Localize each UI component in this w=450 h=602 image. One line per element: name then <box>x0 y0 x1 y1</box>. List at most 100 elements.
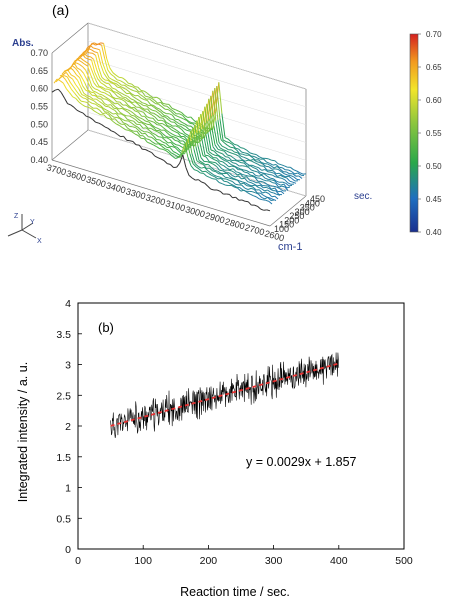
z-grid-line <box>87 40 307 108</box>
spectrum-segment <box>234 143 238 146</box>
spectrum-segment <box>233 147 237 151</box>
spectrum-segment <box>227 154 231 157</box>
spectrum-segment <box>281 171 285 175</box>
spectrum-segment <box>105 71 110 78</box>
spectrum-segment <box>134 133 139 136</box>
spectrum-segment <box>95 55 100 68</box>
spectrum-segment <box>117 86 121 89</box>
spectrum-segment <box>248 184 253 187</box>
spectrum-segment <box>185 118 190 122</box>
spectrum-segment <box>103 43 108 59</box>
spectrum-segment <box>249 193 254 197</box>
spectrum-segment <box>241 159 246 162</box>
spectrum-segment <box>137 86 142 91</box>
spectrum-segment <box>268 158 272 161</box>
spectrum-segment <box>225 156 229 158</box>
y-tick-label: 150 <box>279 220 294 230</box>
spectrum-segment <box>243 176 247 178</box>
spectrum-segment <box>143 112 148 117</box>
spectrum-segment <box>76 74 80 78</box>
y-tick-label-b: 1.5 <box>56 452 71 464</box>
spectrum-segment <box>152 117 157 123</box>
spectrum-segment <box>268 201 273 205</box>
spectrum-segment <box>96 48 100 51</box>
spectrum-segment <box>64 75 68 78</box>
spectrum-segment <box>238 175 242 180</box>
spectrum-segment <box>221 173 226 178</box>
spectrum-segment <box>190 116 195 121</box>
spectrum-segment <box>107 94 111 97</box>
spectrum-segment <box>234 186 238 189</box>
spectrum-segment <box>105 82 110 85</box>
spectrum-segment <box>215 150 220 154</box>
spectrum-segment <box>217 120 222 140</box>
spectrum-segment <box>61 75 66 80</box>
spectrum-segment <box>85 57 89 60</box>
spectrum-segment <box>119 118 124 124</box>
spectrum-segment <box>165 150 170 154</box>
spectrum-segment <box>71 65 76 69</box>
y-tick-label-b: 1 <box>65 483 71 495</box>
spectrum-segment <box>96 86 101 88</box>
spectrum-segment <box>116 79 121 82</box>
spectrum-segment <box>142 108 146 112</box>
spectrum-segment <box>261 162 265 165</box>
spectrum-segment <box>158 113 163 117</box>
spectrum-segment <box>198 159 203 163</box>
spectrum-segment <box>151 124 156 128</box>
spectrum-segment <box>246 185 251 187</box>
spectrum-segment <box>204 182 209 187</box>
spectrum-segment <box>241 177 245 180</box>
x-tick-label: 3100 <box>164 198 186 213</box>
spectrum-segment <box>132 126 137 129</box>
spectrum-segment <box>78 88 83 95</box>
spectrum-segment <box>164 148 169 151</box>
spectrum-segment <box>237 152 242 157</box>
spectrum-segment <box>159 98 164 104</box>
spectrum-segment <box>180 125 185 130</box>
spectrum-segment <box>98 43 102 46</box>
spectrum-segment <box>156 114 161 119</box>
spectrum-segment <box>207 169 211 174</box>
spectrum-16 <box>81 48 301 181</box>
spectrum-segment <box>103 98 107 100</box>
spectrum-segment <box>66 88 70 94</box>
spectrum-segment <box>139 94 144 98</box>
spectrum-segment <box>95 121 99 124</box>
spectrum-segment <box>269 188 273 192</box>
spectrum-segment <box>153 121 158 126</box>
spectrum-segment <box>274 195 279 200</box>
spectrum-segment <box>121 92 125 96</box>
spectrum-segment <box>131 108 136 112</box>
spectrum-segment <box>93 59 98 70</box>
spectrum-segment <box>122 113 127 117</box>
spectrum-segment <box>241 199 246 202</box>
spectrum-segment <box>273 192 278 195</box>
y-glyph: Y <box>30 219 35 226</box>
spectrum-segment <box>85 89 90 93</box>
spectrum-segment <box>127 111 132 116</box>
spectrum-segment <box>177 150 182 155</box>
spectrum-segment <box>169 123 173 127</box>
spectrum-segment <box>177 125 181 127</box>
spectrum-segment <box>138 100 143 104</box>
spectrum-segment <box>92 90 97 93</box>
spectrum-segment <box>71 74 75 78</box>
spectrum-segment <box>89 45 94 49</box>
spectrum-segment <box>70 82 75 88</box>
spectrum-segment <box>256 161 260 163</box>
spectrum-segment <box>97 103 101 106</box>
spectrum-segment <box>275 168 279 170</box>
spectrum-segment <box>198 116 203 140</box>
spectrum-segment <box>166 115 171 120</box>
spectrum-segment <box>182 114 187 120</box>
spectrum-segment <box>137 102 141 104</box>
spectra-lines <box>51 42 307 212</box>
spectrum-segment <box>267 197 272 201</box>
spectrum-segment <box>222 161 226 165</box>
spectrum-segment <box>132 86 137 90</box>
spectrum-segment <box>155 126 159 130</box>
spectrum-segment <box>227 144 231 148</box>
spectrum-segment <box>155 134 159 138</box>
spectrum-segment <box>177 132 182 137</box>
